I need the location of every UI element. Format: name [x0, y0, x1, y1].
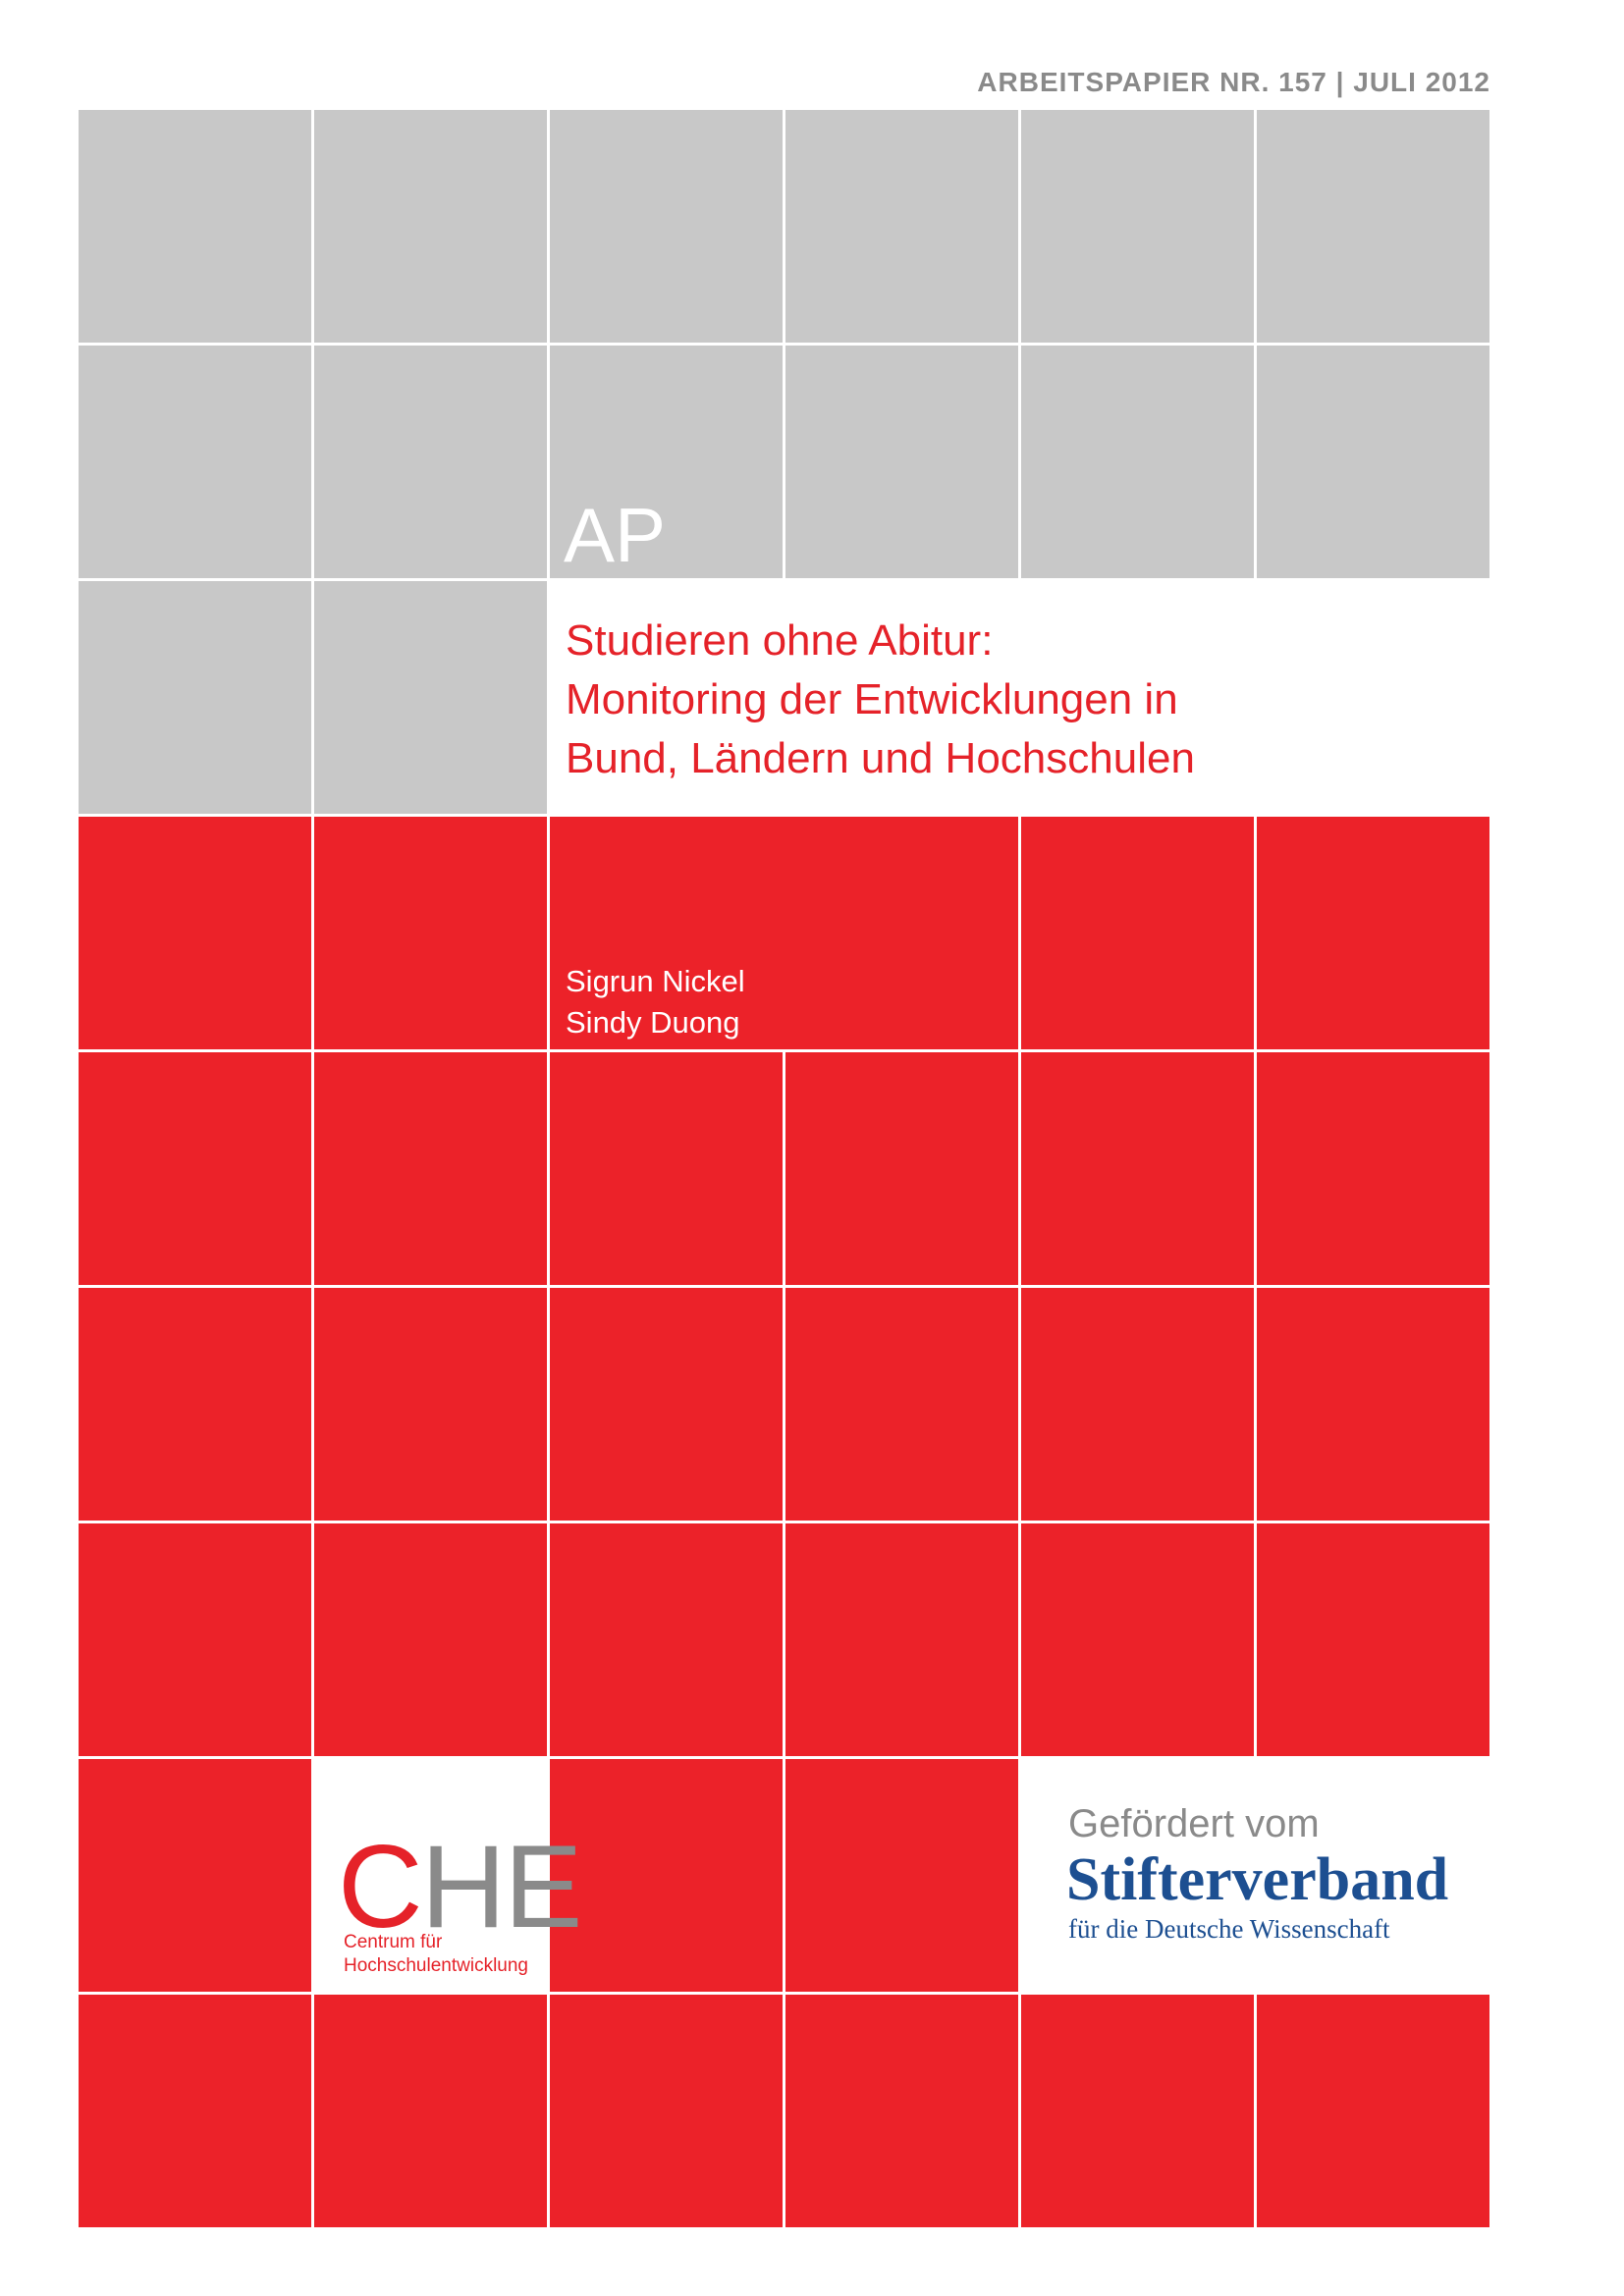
tile	[1257, 1288, 1489, 1521]
logo-initial: C	[338, 1821, 423, 1952]
tile	[1257, 1995, 1489, 2227]
author: Sigrun Nickel	[566, 964, 745, 998]
logo-line: Centrum für	[344, 1932, 443, 1952]
tile	[79, 346, 311, 578]
sponsor-intro: Gefördert vom	[1068, 1802, 1320, 1845]
tile	[79, 110, 311, 343]
tile	[785, 110, 1018, 343]
tile	[79, 1523, 311, 1756]
tile	[1021, 817, 1254, 1049]
tile	[550, 1523, 783, 1756]
tile	[314, 1995, 547, 2227]
logo-line: Hochschulentwicklung	[344, 1955, 528, 1976]
tile	[1257, 110, 1489, 343]
tile	[785, 346, 1018, 578]
tile	[550, 110, 783, 343]
tile	[314, 1288, 547, 1521]
tile	[79, 581, 311, 814]
sponsor-name: Stifterverband	[1066, 1846, 1449, 1913]
tile	[1021, 1523, 1254, 1756]
tile	[1021, 1052, 1254, 1285]
title-line: Studieren ohne Abitur:	[566, 616, 994, 665]
tile	[550, 1052, 783, 1285]
badge: AP	[564, 492, 667, 578]
tile	[1257, 1523, 1489, 1756]
header: ARBEITSPAPIER NR. 157 | JULI 2012	[977, 67, 1490, 97]
tile	[785, 1052, 1018, 1285]
logo: CHE	[338, 1828, 582, 1946]
tile	[785, 1288, 1018, 1521]
tile	[785, 1995, 1018, 2227]
tile	[550, 1759, 783, 1992]
tile	[1021, 1995, 1254, 2227]
tile	[79, 1759, 311, 1992]
tile	[314, 346, 547, 578]
tile	[785, 1523, 1018, 1756]
tile	[314, 110, 547, 343]
tile	[314, 1523, 547, 1756]
tile	[1021, 1288, 1254, 1521]
logo-rest: HE	[420, 1821, 583, 1952]
tile	[550, 346, 783, 578]
tile	[1021, 110, 1254, 343]
tile	[79, 1052, 311, 1285]
tile	[314, 817, 547, 1049]
tile	[79, 817, 311, 1049]
tile	[550, 1288, 783, 1521]
tile	[79, 1288, 311, 1521]
tile	[79, 1995, 311, 2227]
tile	[1257, 346, 1489, 578]
sponsor-subtitle: für die Deutsche Wissenschaft	[1068, 1914, 1390, 1944]
tile	[550, 817, 1018, 1049]
tile	[1257, 1052, 1489, 1285]
tile	[785, 1759, 1018, 1992]
tile	[1021, 346, 1254, 578]
title-line: Monitoring der Entwicklungen in	[566, 675, 1178, 723]
tile	[1257, 817, 1489, 1049]
author: Sindy Duong	[566, 1005, 740, 1040]
tile	[314, 1052, 547, 1285]
title-line: Bund, Ländern und Hochschulen	[566, 734, 1195, 782]
tile	[550, 1995, 783, 2227]
tile	[314, 581, 547, 814]
